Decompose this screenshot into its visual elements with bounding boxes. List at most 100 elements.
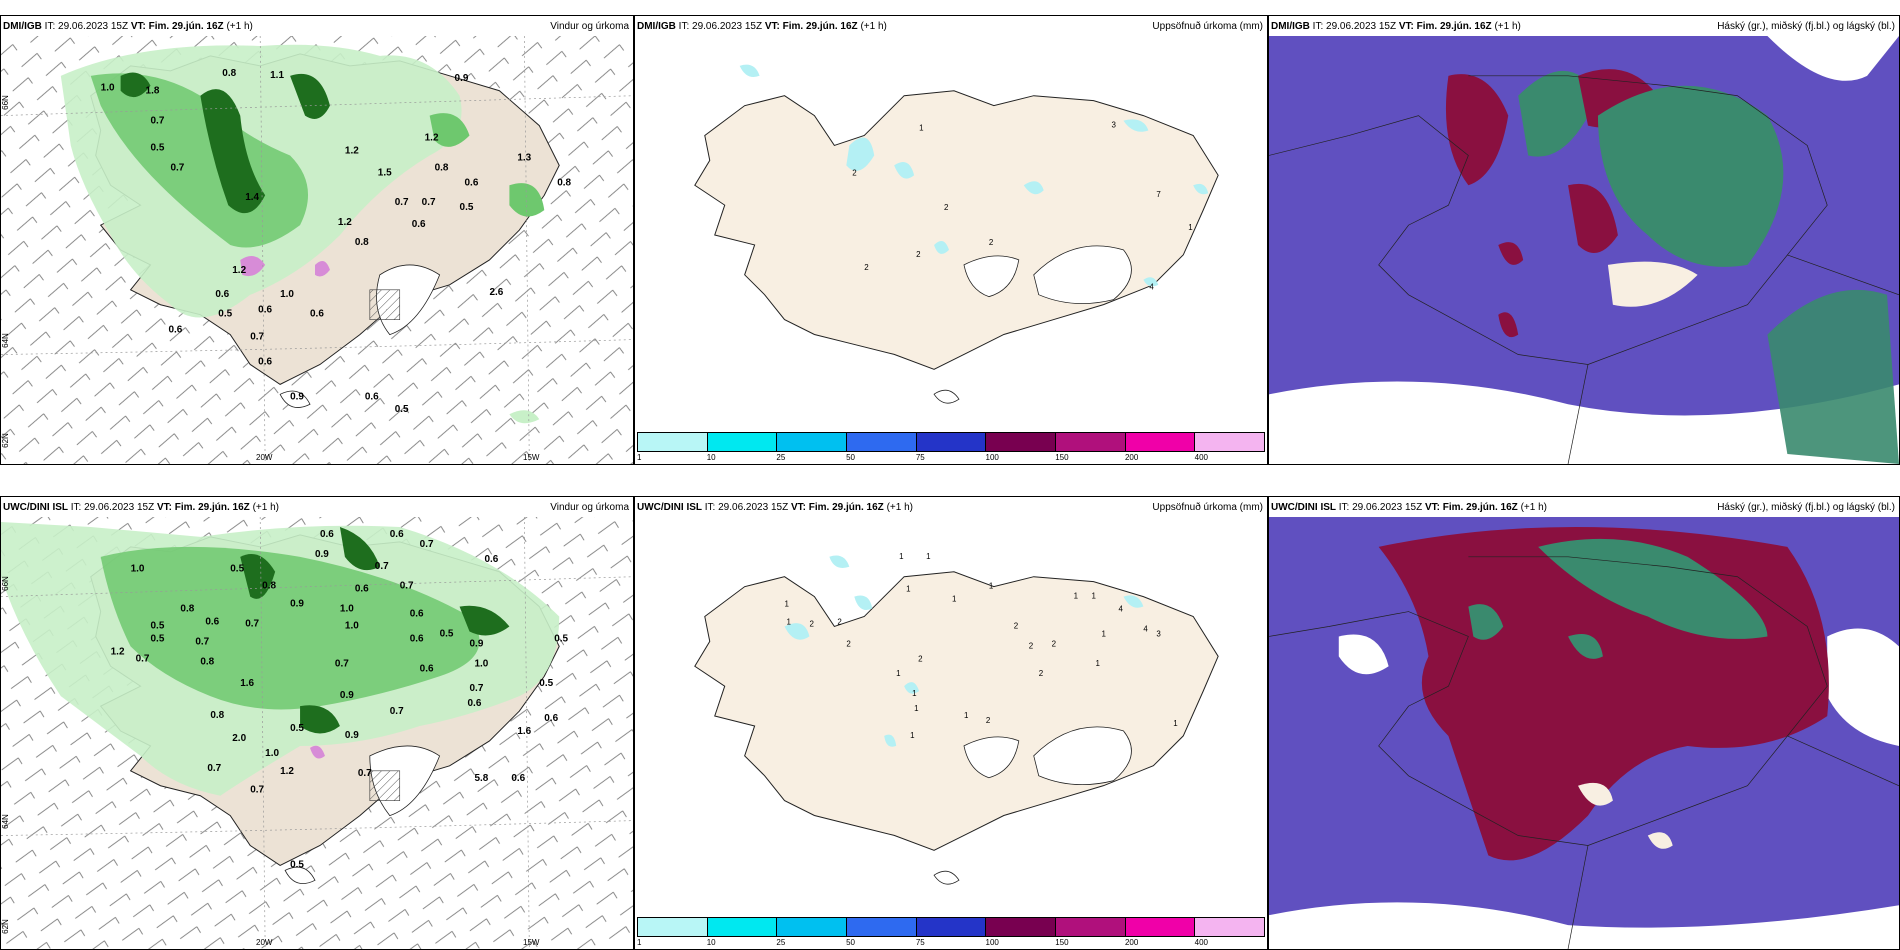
colorbar-swatch xyxy=(638,918,708,936)
map-area[interactable]: 1 2 2 2 3 7 2 2 4 1 xyxy=(635,36,1267,432)
it-label: IT: xyxy=(70,502,82,513)
precip-label: 2 xyxy=(944,203,949,212)
precip-label: 1 xyxy=(1092,592,1097,601)
precip-label: 0.8 xyxy=(180,604,194,615)
wind-precip-map: 0.8 0.9 1.1 1.0 1.8 0.7 1.2 0.5 0.7 1.2 … xyxy=(1,36,633,464)
colorbar-swatch xyxy=(1125,433,1196,451)
precip-label: 1.0 xyxy=(475,658,489,669)
precip-label: 0.9 xyxy=(345,730,359,741)
vt-label: VT: xyxy=(130,21,146,32)
it-label: IT: xyxy=(1312,21,1324,32)
precip-label: 1 xyxy=(1102,629,1107,638)
colorbar-tick: 200 xyxy=(1124,938,1139,947)
precip-label: 1 xyxy=(910,731,915,740)
map-area[interactable] xyxy=(1269,517,1899,949)
precip-label: 0.5 xyxy=(151,142,165,153)
model-name: UWC/DINI ISL xyxy=(637,502,702,513)
precip-label: 1 xyxy=(919,124,924,133)
precip-label: 0.6 xyxy=(168,325,182,336)
precip-label: 0.6 xyxy=(258,356,272,367)
precip-label: 2 xyxy=(846,639,851,648)
colorbar-ticks: 1 10 25 50 75 100 150 200 400 xyxy=(637,453,1265,464)
map-area[interactable]: 0.8 0.9 1.1 1.0 1.8 0.7 1.2 0.5 0.7 1.2 … xyxy=(1,36,633,464)
precip-label: 1 xyxy=(914,704,919,713)
lead-time: (+1 h) xyxy=(226,21,253,32)
init-time: 29.06.2023 15Z xyxy=(1326,21,1397,32)
precip-label: 0.5 xyxy=(230,564,244,575)
precip-label: 0.9 xyxy=(315,549,329,560)
precip-label: 1.0 xyxy=(265,748,279,759)
precip-label: 0.6 xyxy=(410,609,424,620)
precip-label: 0.6 xyxy=(365,391,379,402)
init-time: 29.06.2023 15Z xyxy=(692,21,763,32)
precip-label: 0.6 xyxy=(390,529,404,540)
precip-label: 0.8 xyxy=(222,68,236,79)
precip-label: 1 xyxy=(1074,592,1079,601)
precip-label: 0.9 xyxy=(290,599,304,610)
precip-label: 1 xyxy=(1096,659,1101,668)
precip-label: 2 xyxy=(864,263,869,272)
precip-label: 0.5 xyxy=(539,678,553,689)
precip-label: 1 xyxy=(787,617,792,626)
map-area[interactable]: 0.6 0.6 0.7 0.9 0.6 1.0 0.5 0.7 0.8 0.6 … xyxy=(1,517,633,949)
precip-label: 1.1 xyxy=(270,70,284,81)
init-time: 29.06.2023 15Z xyxy=(58,21,129,32)
colorbar-swatch xyxy=(707,918,778,936)
panel-title: DMI/IGB IT: 29.06.2023 15Z VT: Fim. 29.j… xyxy=(1,16,633,36)
precip-label: 1.2 xyxy=(345,145,359,156)
colorbar-ticks: 1 10 25 50 75 100 150 200 400 xyxy=(637,938,1265,949)
precip-label: 1.0 xyxy=(131,564,145,575)
cloud-cover-map xyxy=(1269,36,1899,464)
accum-precip-map: 1 2 2 2 3 7 2 2 4 1 xyxy=(694,64,1219,404)
precip-label: 2 xyxy=(989,238,994,247)
valid-time: Fim. 29.jún. 16Z xyxy=(1416,21,1492,32)
precip-label: 0.7 xyxy=(375,561,389,572)
precip-label: 0.8 xyxy=(435,162,449,173)
colorbar-swatch xyxy=(1195,433,1265,451)
precip-label: 0.5 xyxy=(460,202,474,213)
colorbar-swatch xyxy=(1056,918,1126,936)
precip-label: 0.7 xyxy=(422,197,436,208)
valid-time: Fim. 29.jún. 16Z xyxy=(782,21,858,32)
precip-label: 0.8 xyxy=(200,656,214,667)
init-time: 29.06.2023 15Z xyxy=(718,502,789,513)
map-area[interactable] xyxy=(1269,36,1899,464)
precip-label: 0.6 xyxy=(205,617,219,628)
panel-wind-precip-dmi: DMI/IGB IT: 29.06.2023 15Z VT: Fim. 29.j… xyxy=(0,15,634,465)
init-time: 29.06.2023 15Z xyxy=(1352,502,1423,513)
precip-label: 1 xyxy=(1173,719,1178,728)
colorbar-swatch xyxy=(1056,433,1126,451)
colorbar-tick: 75 xyxy=(915,453,925,462)
precip-label: 0.7 xyxy=(136,653,150,664)
precip-label: 0.5 xyxy=(290,723,304,734)
precip-label: 0.5 xyxy=(395,404,409,415)
wind-precip-map: 0.6 0.6 0.7 0.9 0.6 1.0 0.5 0.7 0.8 0.6 … xyxy=(1,517,633,949)
lead-time: (+1 h) xyxy=(1520,502,1547,513)
model-name: DMI/IGB xyxy=(3,21,42,32)
precip-label: 0.7 xyxy=(207,763,221,774)
lead-time: (+1 h) xyxy=(252,502,279,513)
lat-label: 66N xyxy=(0,95,10,110)
precip-label: 0.6 xyxy=(420,663,434,674)
lead-time: (+1 h) xyxy=(1494,21,1521,32)
model-name: UWC/DINI ISL xyxy=(1271,502,1336,513)
vt-label: VT: xyxy=(764,21,780,32)
map-area[interactable]: 1 1 2 1 1 2 2 2 1 1 4 1 2 1 2 1 1 1 1 4 xyxy=(635,517,1267,917)
vt-label: VT: xyxy=(1398,21,1414,32)
precip-label: 1.0 xyxy=(280,289,294,300)
precip-label: 0.7 xyxy=(395,197,409,208)
panel-title: UWC/DINI ISL IT: 29.06.2023 15Z VT: Fim.… xyxy=(1269,497,1899,517)
vt-label: VT: xyxy=(156,502,172,513)
precip-label: 0.9 xyxy=(455,73,469,84)
precip-label: 7 xyxy=(1156,190,1161,199)
precip-label: 0.7 xyxy=(195,636,209,647)
precip-label: 0.7 xyxy=(470,683,484,694)
panel-clouds-dmi: DMI/IGB IT: 29.06.2023 15Z VT: Fim. 29.j… xyxy=(1268,15,1900,465)
precip-label: 2 xyxy=(1052,639,1057,648)
vt-label: VT: xyxy=(790,502,806,513)
colorbar-swatch xyxy=(777,433,848,451)
precip-label: 0.6 xyxy=(511,773,525,784)
colorbar-tick: 400 xyxy=(1194,453,1209,462)
precip-label: 0.6 xyxy=(412,219,426,230)
precip-label: 0.7 xyxy=(151,116,165,127)
